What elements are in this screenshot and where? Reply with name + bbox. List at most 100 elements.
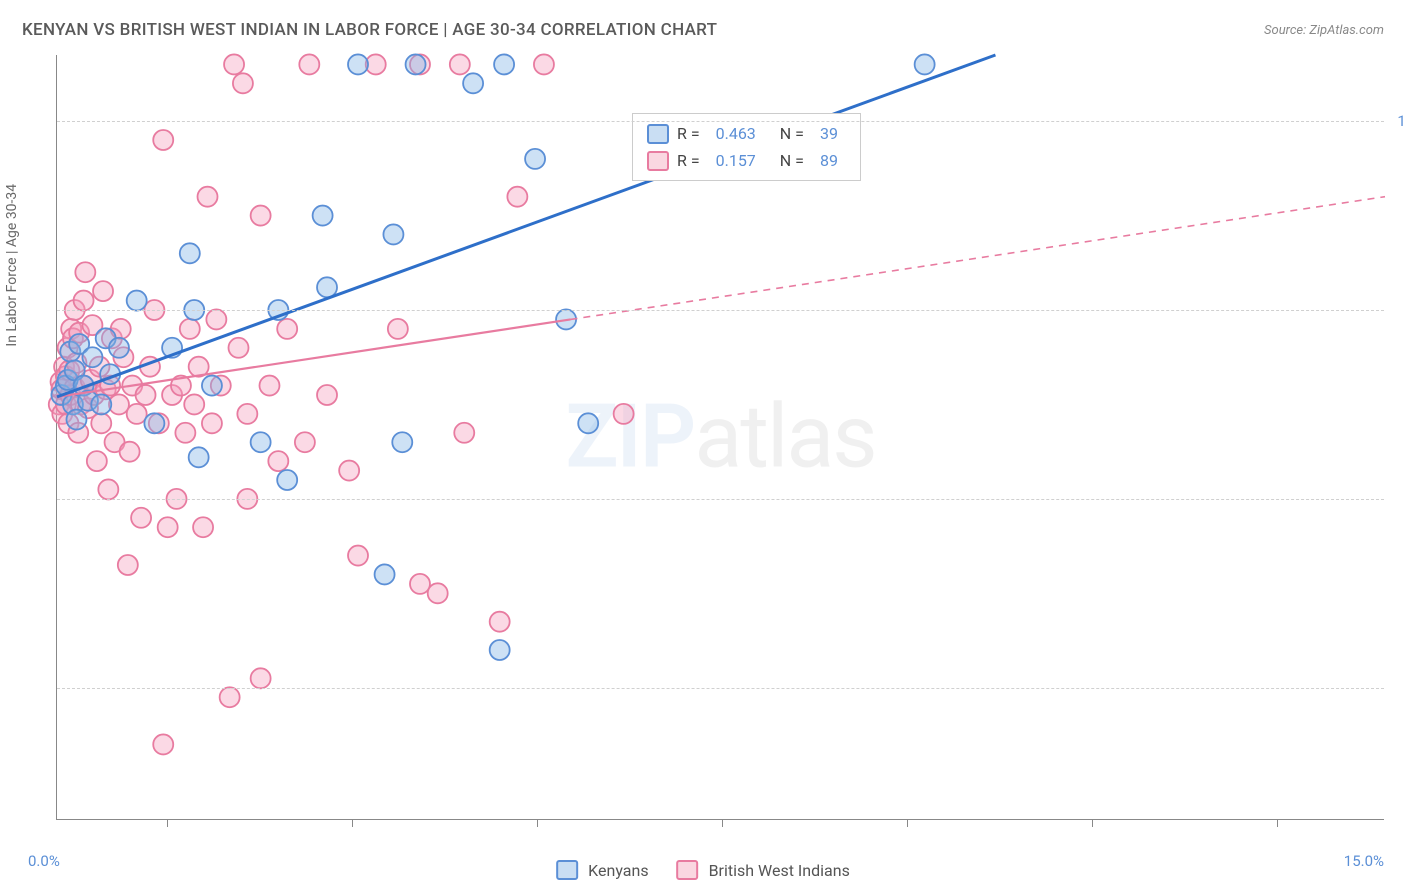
- scatter-point: [578, 413, 598, 433]
- trendline-pink-dash: [570, 197, 1385, 320]
- gridline-h: [57, 499, 1384, 500]
- scatter-point: [233, 73, 253, 93]
- scatter-point: [202, 413, 222, 433]
- scatter-point: [82, 347, 102, 367]
- scatter-point: [120, 442, 140, 462]
- x-tick: [352, 819, 353, 827]
- scatter-point: [220, 687, 240, 707]
- scatter-point: [251, 432, 271, 452]
- x-tick: [1277, 819, 1278, 827]
- y-axis-label: In Labor Force | Age 30-34: [4, 184, 20, 347]
- swatch-blue-icon: [556, 860, 578, 880]
- x-tick: [1092, 819, 1093, 827]
- scatter-point: [614, 404, 634, 424]
- x-tick: [167, 819, 168, 827]
- chart-source: Source: ZipAtlas.com: [1264, 23, 1384, 38]
- scatter-point: [490, 640, 510, 660]
- x-axis-max-label: 15.0%: [1344, 852, 1384, 870]
- scatter-point: [268, 451, 288, 471]
- y-tick-label: 100.0%: [1397, 112, 1406, 130]
- scatter-point: [450, 54, 470, 74]
- legend-row-bwi: R = 0.157 N = 89: [647, 147, 846, 174]
- legend-item-bwi: British West Indians: [677, 860, 850, 880]
- scatter-point: [153, 734, 173, 754]
- scatter-point: [136, 385, 156, 405]
- scatter-point: [375, 564, 395, 584]
- scatter-point: [127, 291, 147, 311]
- scatter-point: [237, 404, 257, 424]
- x-tick: [537, 819, 538, 827]
- scatter-point: [118, 555, 138, 575]
- scatter-point: [251, 206, 271, 226]
- scatter-point: [198, 187, 218, 207]
- scatter-point: [494, 54, 514, 74]
- scatter-point: [66, 410, 86, 430]
- scatter-point: [348, 54, 368, 74]
- scatter-point: [313, 206, 333, 226]
- scatter-point: [202, 376, 222, 396]
- scatter-point: [75, 262, 95, 282]
- scatter-point: [259, 376, 279, 396]
- scatter-point: [388, 319, 408, 339]
- scatter-point: [224, 54, 244, 74]
- scatter-point: [392, 432, 412, 452]
- scatter-point: [463, 73, 483, 93]
- scatter-point: [91, 413, 111, 433]
- scatter-point: [277, 319, 297, 339]
- swatch-blue-icon: [647, 124, 669, 144]
- x-axis-min-label: 0.0%: [28, 852, 60, 870]
- scatter-point: [228, 338, 248, 358]
- scatter-point: [490, 612, 510, 632]
- scatter-point: [127, 404, 147, 424]
- scatter-point: [91, 394, 111, 414]
- scatter-point: [98, 479, 118, 499]
- scatter-point: [410, 574, 430, 594]
- scatter-point: [189, 447, 209, 467]
- scatter-point: [428, 583, 448, 603]
- scatter-point: [251, 668, 271, 688]
- gridline-h: [57, 310, 1384, 311]
- scatter-point: [144, 413, 164, 433]
- scatter-point: [299, 54, 319, 74]
- series-legend: Kenyans British West Indians: [556, 860, 850, 880]
- x-tick: [907, 819, 908, 827]
- scatter-point: [87, 451, 107, 471]
- scatter-point: [454, 423, 474, 443]
- chart-header: KENYAN VS BRITISH WEST INDIAN IN LABOR F…: [22, 20, 1384, 40]
- scatter-point: [193, 517, 213, 537]
- scatter-point: [534, 54, 554, 74]
- scatter-point: [339, 461, 359, 481]
- chart-title: KENYAN VS BRITISH WEST INDIAN IN LABOR F…: [22, 20, 717, 40]
- swatch-pink-icon: [647, 151, 669, 171]
- chart-plot-area: ZIPatlas R = 0.463 N = 39 R = 0.157 N = …: [56, 55, 1384, 820]
- scatter-point: [383, 224, 403, 244]
- scatter-point: [180, 243, 200, 263]
- legend-item-kenyans: Kenyans: [556, 860, 648, 880]
- gridline-h: [57, 121, 1384, 122]
- scatter-point: [180, 319, 200, 339]
- scatter-point: [153, 130, 173, 150]
- x-tick: [722, 819, 723, 827]
- scatter-point: [317, 385, 337, 405]
- scatter-point: [158, 517, 178, 537]
- swatch-pink-icon: [677, 860, 699, 880]
- trendline-blue: [57, 55, 995, 397]
- scatter-point: [348, 546, 368, 566]
- gridline-h: [57, 688, 1384, 689]
- scatter-point: [406, 54, 426, 74]
- scatter-point: [109, 338, 129, 358]
- scatter-point: [175, 423, 195, 443]
- scatter-point: [131, 508, 151, 528]
- scatter-point: [206, 309, 226, 329]
- scatter-point: [317, 277, 337, 297]
- scatter-point: [915, 54, 935, 74]
- scatter-point: [295, 432, 315, 452]
- scatter-point: [184, 394, 204, 414]
- scatter-point: [525, 149, 545, 169]
- scatter-point: [507, 187, 527, 207]
- scatter-point: [93, 281, 113, 301]
- scatter-point: [74, 291, 94, 311]
- scatter-point: [277, 470, 297, 490]
- correlation-legend: R = 0.463 N = 39 R = 0.157 N = 89: [632, 113, 861, 181]
- legend-row-kenyans: R = 0.463 N = 39: [647, 120, 846, 147]
